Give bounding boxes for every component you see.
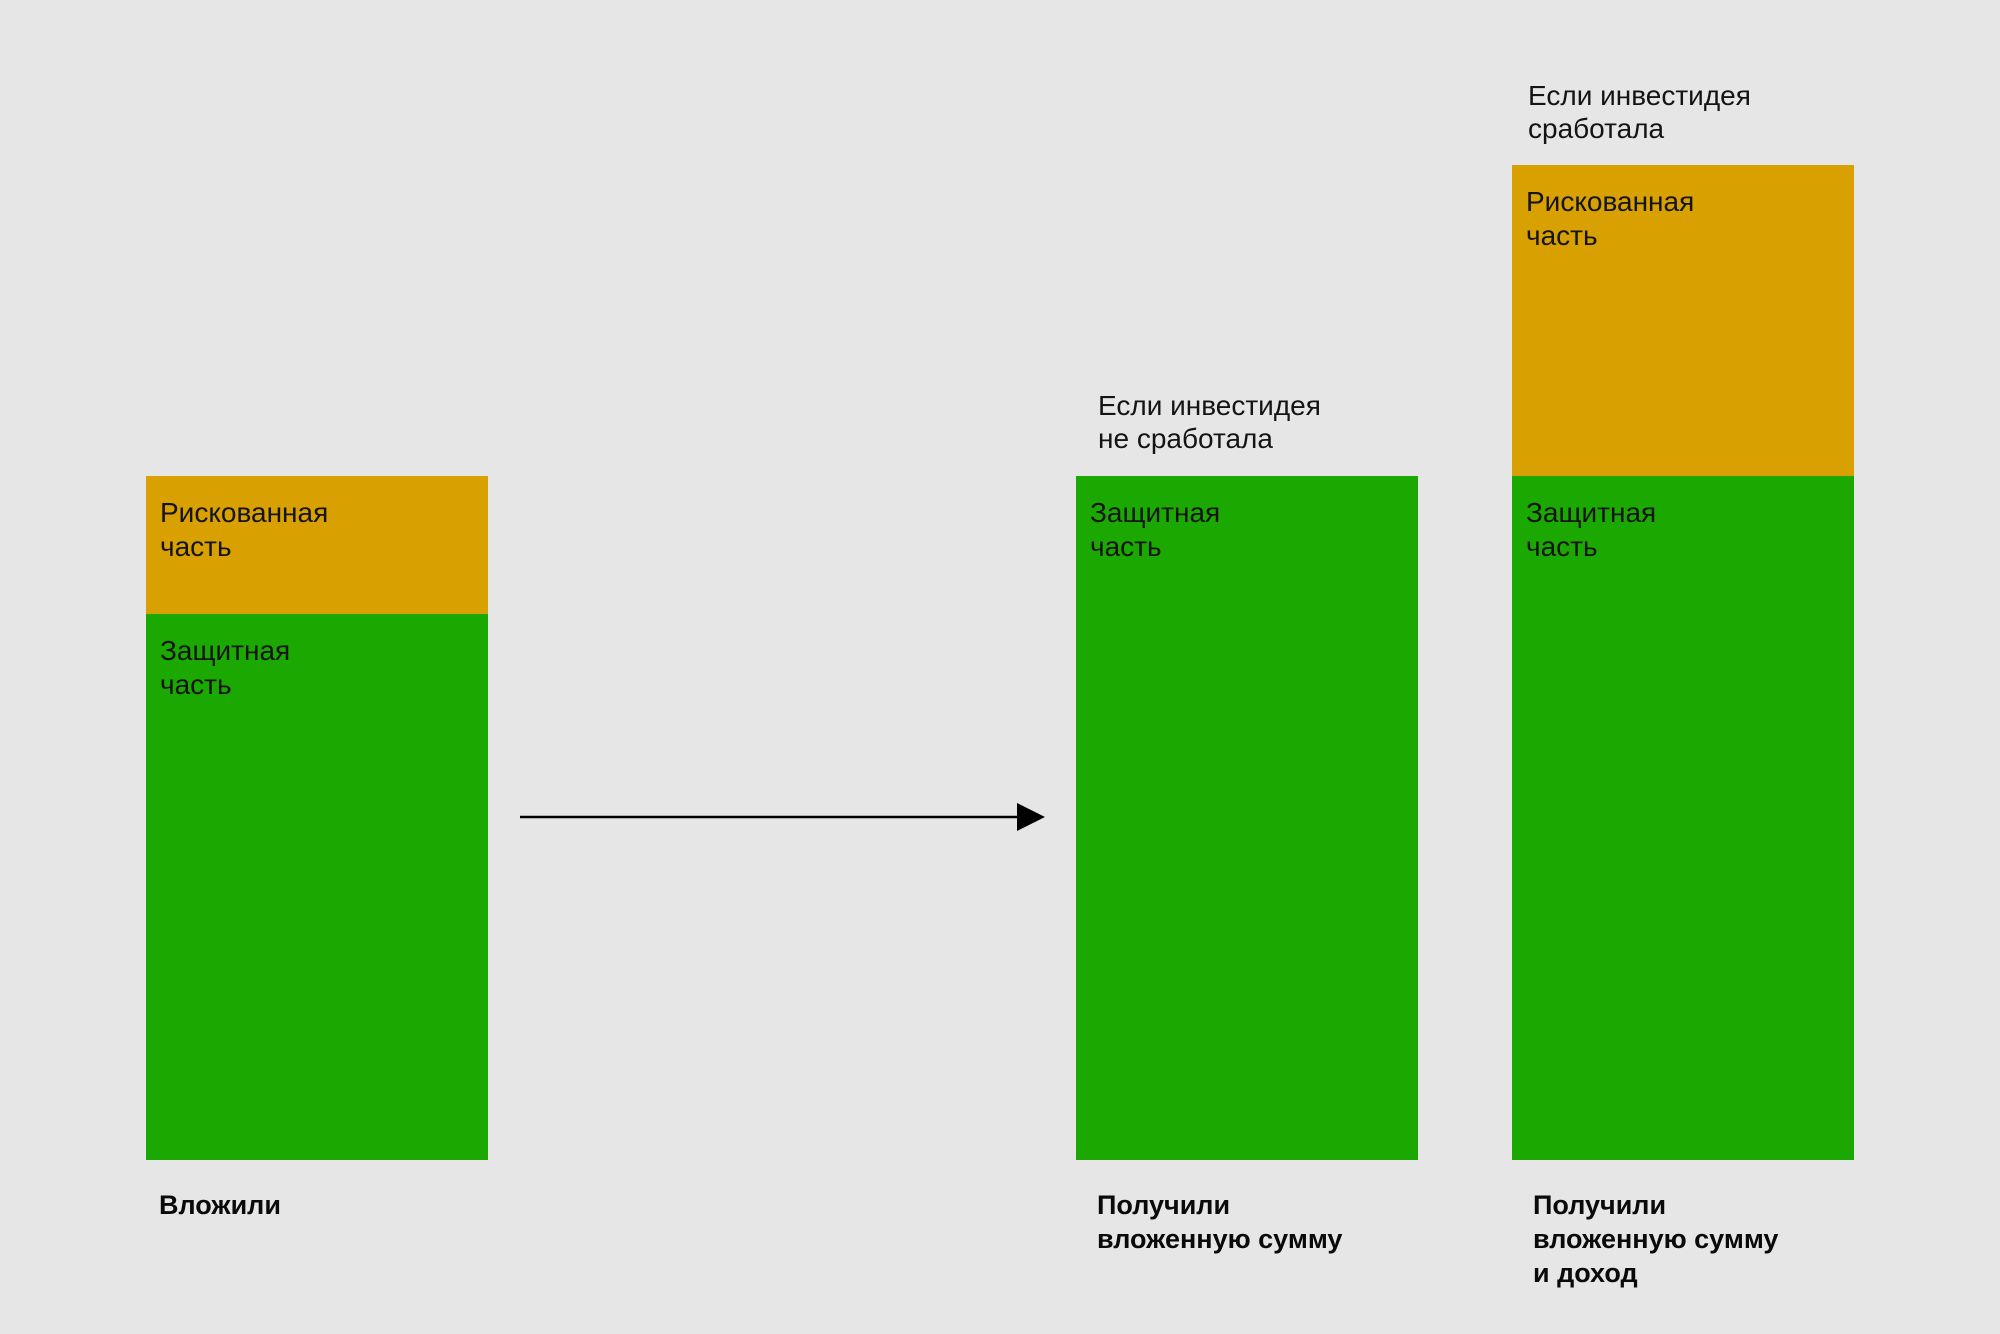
- safe-part-label: Защитная часть: [1090, 497, 1221, 562]
- bar-invested-label: Вложили: [159, 1190, 281, 1220]
- bar-failed-label: Получили вложенную сумму: [1097, 1190, 1343, 1254]
- safe-part-label: Защитная часть: [160, 635, 291, 700]
- caption-idea-succeeded: Если инвестидея сработала: [1528, 80, 1751, 144]
- bar-failed-safe-segment: Защитная часть: [1076, 476, 1418, 1160]
- risky-part-label: Рискованная часть: [160, 497, 329, 562]
- bar-invested-safe-segment: Защитная часть: [146, 614, 488, 1160]
- bar-succeeded-label: Получили вложенную сумму и доход: [1533, 1190, 1779, 1288]
- caption-idea-failed: Если инвестидея не сработала: [1098, 390, 1321, 454]
- safe-part-label: Защитная часть: [1526, 497, 1657, 562]
- bar-succeeded-risky-segment: Рискованная часть: [1512, 165, 1854, 476]
- risky-part-label: Рискованная часть: [1526, 186, 1695, 251]
- bar-succeeded-safe-segment: Защитная часть: [1512, 476, 1854, 1160]
- arrow-right-icon: [520, 803, 1045, 831]
- bar-invested-risky-segment: Рискованная часть: [146, 476, 488, 614]
